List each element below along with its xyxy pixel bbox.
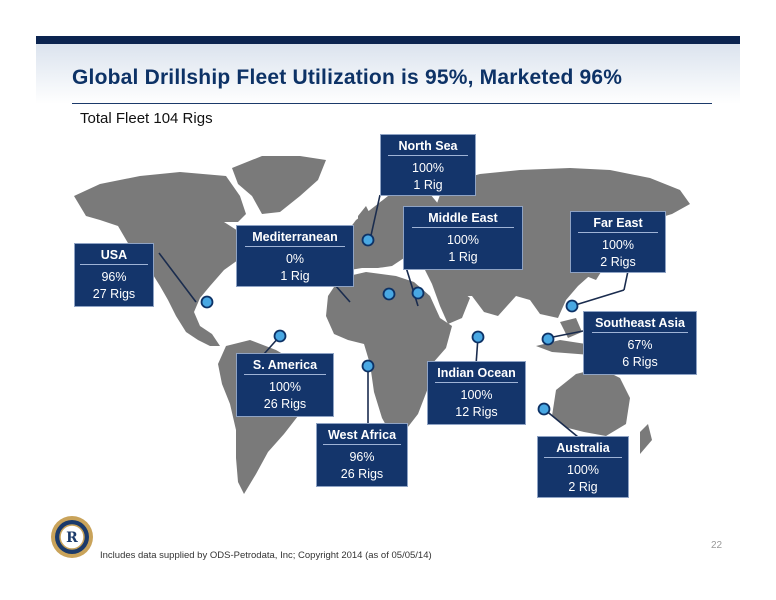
header-bar xyxy=(36,36,740,44)
region-utilization: 100% xyxy=(602,238,634,252)
header-band xyxy=(36,44,740,104)
region-utilization: 100% xyxy=(269,380,301,394)
region-name: Middle East xyxy=(412,211,514,228)
region-utilization: 0% xyxy=(285,252,305,266)
west-africa-pin xyxy=(361,359,375,373)
britain xyxy=(358,206,372,232)
s-america-pin xyxy=(273,329,287,343)
region-rig-count: 1 Rig xyxy=(280,269,310,283)
region-utilization: 96% xyxy=(349,450,375,464)
slide-subtitle: Total Fleet 104 Rigs xyxy=(80,110,213,127)
usa-pin xyxy=(200,295,214,309)
region-rig-count: 26 Rigs xyxy=(263,397,307,411)
slide-title: Global Drillship Fleet Utilization is 95… xyxy=(72,66,623,89)
region-name: Australia xyxy=(544,441,622,458)
africa xyxy=(326,272,452,436)
region-name: Southeast Asia xyxy=(591,316,689,333)
far-east-leader-b xyxy=(571,289,625,307)
usa-leader xyxy=(158,252,197,303)
page-number: 22 xyxy=(711,540,723,551)
far-east-leader-a xyxy=(623,270,629,291)
region-utilization: 96% xyxy=(101,270,127,284)
region-name: West Africa xyxy=(323,428,401,445)
region-utilization: 100% xyxy=(460,388,493,402)
mediterranean-callout: Mediterranean 0% 1 Rig xyxy=(236,225,354,287)
far-east-callout: Far East 100% 2 Rigs xyxy=(570,211,666,273)
region-rig-count: 1 Rig xyxy=(413,178,443,192)
southeast-asia-pin xyxy=(541,332,555,346)
australia-pin xyxy=(537,402,551,416)
australia xyxy=(552,368,630,436)
asia xyxy=(414,168,690,318)
seal-letter: R xyxy=(66,530,78,546)
region-rig-count: 2 Rig xyxy=(568,480,598,494)
arabia xyxy=(432,282,470,324)
region-name: S. America xyxy=(243,358,327,375)
region-utilization: 100% xyxy=(567,463,599,477)
region-rig-count: 1 Rig xyxy=(448,250,478,264)
region-utilization: 100% xyxy=(412,161,444,175)
region-name: Mediterranean xyxy=(245,230,345,247)
middle-east-pin xyxy=(411,286,425,300)
far-east-pin xyxy=(565,299,579,313)
region-rig-count: 27 Rigs xyxy=(92,287,136,301)
southeast-asia-callout: Southeast Asia 67% 6 Rigs xyxy=(583,311,697,375)
north-sea-pin xyxy=(361,233,375,247)
s-america-callout: S. America 100% 26 Rigs xyxy=(236,353,334,417)
source-footnote: Includes data supplied by ODS-Petrodata,… xyxy=(100,550,432,561)
company-seal-icon: R xyxy=(51,516,93,558)
region-rig-count: 26 Rigs xyxy=(340,467,384,481)
region-name: USA xyxy=(80,248,148,265)
usa-callout: USA 96% 27 Rigs xyxy=(74,243,154,307)
north-sea-callout: North Sea 100% 1 Rig xyxy=(380,134,476,196)
region-rig-count: 12 Rigs xyxy=(455,405,498,419)
region-utilization: 100% xyxy=(447,233,479,247)
region-name: Far East xyxy=(577,216,659,233)
region-name: North Sea xyxy=(387,139,469,156)
indian-ocean-callout: Indian Ocean 100% 12 Rigs xyxy=(427,361,526,425)
north-america xyxy=(74,172,250,346)
title-rule xyxy=(72,103,712,104)
australia-callout: Australia 100% 2 Rig xyxy=(537,436,629,498)
region-rig-count: 6 Rigs xyxy=(622,355,658,369)
region-rig-count: 2 Rigs xyxy=(600,255,636,269)
north-sea-leader xyxy=(369,194,381,241)
west-africa-callout: West Africa 96% 26 Rigs xyxy=(316,423,408,487)
middle-east-callout: Middle East 100% 1 Rig xyxy=(403,206,523,270)
mediterranean-pin xyxy=(382,287,396,301)
australia-leader xyxy=(543,408,579,438)
indian-ocean-pin xyxy=(471,330,485,344)
region-utilization: 67% xyxy=(627,338,653,352)
greenland xyxy=(232,156,326,214)
region-name: Indian Ocean xyxy=(434,366,519,383)
new-zealand xyxy=(640,424,652,454)
